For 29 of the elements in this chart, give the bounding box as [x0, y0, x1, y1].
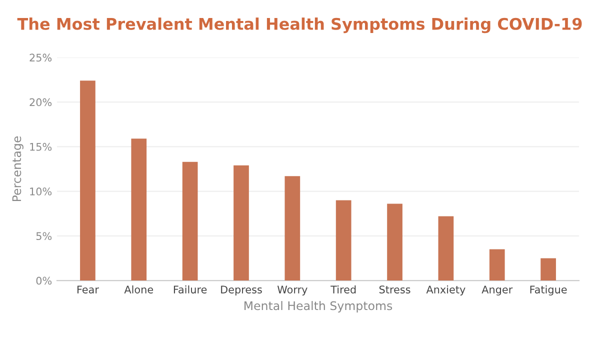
x-tick-label: Depress [221, 286, 262, 296]
bar [182, 162, 198, 281]
y-tick-label: 20% [30, 98, 52, 106]
bar [131, 138, 147, 281]
x-tick-label: Stress [379, 286, 410, 294]
bar [336, 200, 352, 281]
y-tick-label: 15% [30, 142, 52, 151]
bar [234, 165, 249, 281]
bar [540, 258, 556, 281]
x-tick-label: Fatigue [530, 285, 567, 296]
x-tick-label: Anger [482, 286, 513, 296]
bar [387, 204, 402, 281]
bar [80, 80, 96, 281]
chart-title: The Most Prevalent Mental Health Symptoms During COVID-19 [17, 18, 582, 34]
x-tick-label: Alone [124, 285, 154, 294]
y-tick-label: 0% [36, 276, 52, 285]
y-tick-label: 5% [36, 232, 52, 240]
bar [489, 249, 505, 281]
y-axis-title: Percentage [12, 136, 24, 202]
x-tick-label: Fear [77, 286, 99, 294]
x-tick-label: Worry [277, 286, 308, 296]
x-tick-label: Anxiety [426, 285, 466, 296]
x-axis-title: Mental Health Symptoms [244, 301, 392, 312]
y-tick-label: 10% [30, 188, 52, 196]
bar [284, 176, 300, 281]
bar [438, 216, 454, 281]
x-tick-label: Failure [174, 285, 207, 294]
x-tick-label: Tired [330, 285, 356, 294]
y-tick-label: 25% [30, 54, 52, 62]
